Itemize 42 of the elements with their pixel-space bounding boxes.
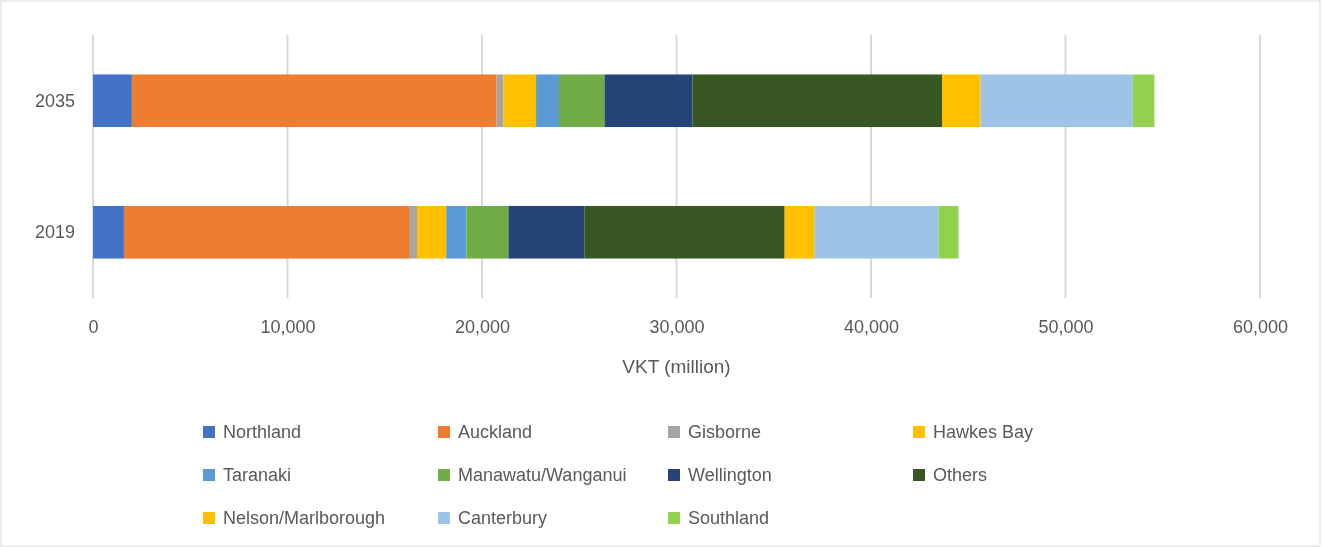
bar (508, 205, 585, 259)
bar (417, 205, 447, 259)
y-tick-label: 2035 (34, 90, 75, 111)
bar (938, 205, 959, 259)
legend-label: Manawatu/Wanganui (458, 465, 627, 485)
bar (941, 74, 981, 128)
bar (446, 205, 467, 259)
bar (409, 205, 418, 259)
bar (980, 74, 1133, 128)
x-tick-label: 0 (88, 316, 99, 337)
bar (93, 74, 132, 128)
legend-label: Wellington (688, 465, 772, 485)
x-tick-label: 10,000 (260, 316, 316, 337)
legend-label: Taranaki (223, 465, 292, 485)
bar (584, 205, 785, 259)
x-tick-label: 40,000 (843, 316, 900, 337)
bar (123, 205, 410, 259)
bar (604, 74, 693, 128)
x-tick-label: 30,000 (649, 316, 705, 337)
x-tick-label: 20,000 (454, 316, 511, 337)
legend-label: Southland (688, 508, 770, 528)
bar (814, 205, 939, 259)
x-tick-label: 50,000 (1038, 316, 1094, 337)
legend-label: Others (933, 465, 988, 485)
bar (466, 205, 509, 259)
bar (503, 74, 537, 128)
bar (536, 74, 560, 128)
legend-label: Nelson/Marlborough (223, 508, 386, 528)
legend-label: Auckland (458, 422, 533, 442)
legend-label: Canterbury (458, 508, 548, 528)
y-tick-label: 2019 (34, 222, 75, 243)
x-tick-label: 60,000 (1232, 316, 1289, 337)
bar (131, 74, 497, 128)
legend-label: Hawkes Bay (933, 422, 1034, 442)
legend-label: Gisborne (688, 422, 762, 442)
bar (784, 205, 815, 259)
bar (559, 74, 605, 128)
bar (1132, 74, 1155, 128)
bar (93, 205, 124, 259)
x-axis-title: VKT (million) (622, 356, 731, 377)
bar (692, 74, 942, 128)
legend-label: Northland (223, 422, 302, 442)
